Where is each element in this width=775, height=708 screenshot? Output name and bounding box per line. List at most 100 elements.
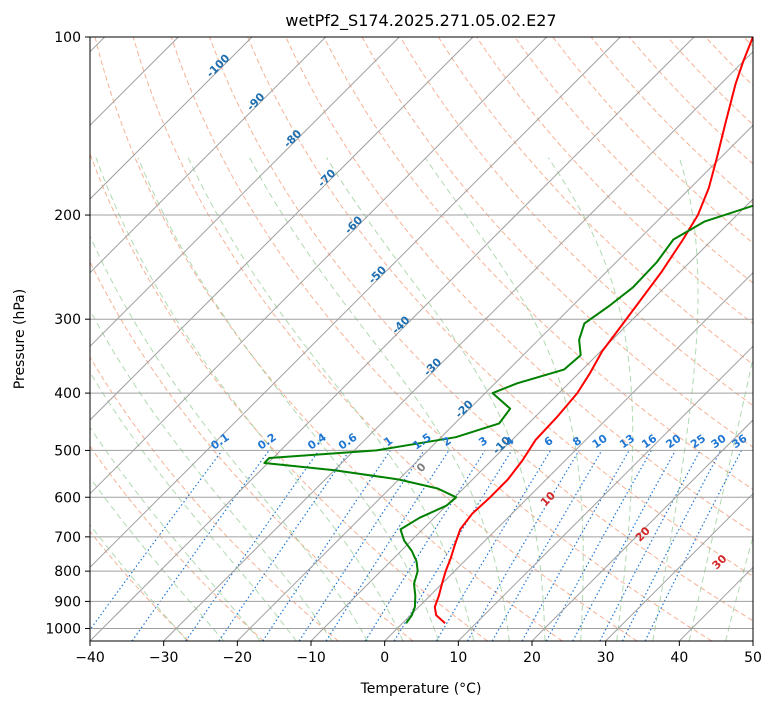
dry-adiabat (437, 37, 753, 365)
y-axis: 100 200 300 400 500 600 700 800 900 1000 (45, 30, 90, 637)
mixing-ratio-label: 16 (639, 432, 659, 452)
isotherm-line (384, 271, 753, 641)
x-tick-label: 20 (523, 650, 541, 666)
y-axis-label: Pressure (hPa) (12, 289, 28, 389)
isotherm-label: -30 (421, 355, 444, 378)
moist-adiabat-label: 10 (538, 489, 558, 509)
dry-adiabat (705, 37, 753, 87)
isotherm-line (236, 124, 753, 641)
mixing-ratio-line (90, 450, 223, 631)
x-tick-label: −20 (223, 650, 253, 666)
y-tick-label: 200 (54, 208, 81, 224)
x-tick-label: 30 (597, 650, 615, 666)
dry-adiabat (399, 37, 753, 407)
isotherm-line (90, 37, 474, 421)
mixing-ratio-line (572, 450, 677, 641)
dry-adiabat (323, 37, 753, 491)
moist-adiabat (688, 355, 753, 641)
x-tick-label: −30 (149, 650, 179, 666)
isotherm-line (678, 566, 753, 641)
moist-adiabat (725, 534, 753, 641)
y-tick-label: 800 (54, 564, 81, 580)
isotherm-label: -100 (204, 51, 233, 80)
x-tick-label: 40 (670, 650, 688, 666)
background-lines (90, 37, 753, 641)
x-axis: −40 −30 −20 −10 0 10 20 30 40 50 (75, 641, 762, 666)
dry-adiabat (90, 530, 190, 641)
isotherm-line (90, 37, 400, 348)
isotherm-label: -50 (366, 263, 389, 286)
mixing-ratio-label: 6 (542, 434, 556, 449)
mixing-ratio-line (185, 450, 320, 641)
mixing-ratio-line (545, 450, 652, 641)
mixing-ratio-line (521, 450, 630, 641)
moist-adiabat (90, 234, 369, 641)
mixing-ratio-line (644, 450, 743, 641)
dry-adiabat (170, 37, 712, 641)
dewpoint-profile (263, 204, 753, 624)
dry-adiabat (90, 445, 264, 641)
mixing-ratio-line (621, 450, 722, 641)
dry-adiabat (667, 37, 753, 126)
isotherm-line (90, 37, 253, 200)
mixing-ratio-label: 13 (617, 432, 637, 451)
dry-adiabat (90, 356, 339, 641)
dry-adiabat (209, 37, 753, 622)
dry-adiabat (90, 152, 488, 641)
isotherm-line (163, 50, 753, 641)
isotherm-line (90, 37, 621, 569)
isotherm-label: -90 (244, 90, 267, 113)
x-tick-label: −40 (75, 650, 105, 666)
dry-adiabat (743, 37, 753, 48)
chart-title: wetPf2_S174.2025.271.05.02.E27 (285, 11, 556, 31)
moist-adiabat (547, 157, 634, 641)
mixing-ratio-line (393, 450, 513, 641)
mixing-ratio-label: 10 (590, 432, 610, 452)
profiles (263, 37, 753, 625)
isotherm-line (457, 345, 753, 641)
dry-adiabat (90, 260, 414, 641)
isotherm-label: -80 (281, 127, 304, 150)
y-tick-label: 100 (54, 30, 81, 46)
mixing-ratio-label: 25 (688, 432, 708, 451)
mixing-ratio-label: 0.1 (208, 431, 231, 453)
mixing-ratio-line (435, 450, 552, 641)
y-tick-label: 300 (54, 312, 81, 328)
mixing-ratio-label: 20 (663, 432, 683, 452)
isotherm-line (605, 492, 753, 641)
moist-adiabat (424, 157, 584, 641)
moist-adiabat (90, 426, 261, 641)
mixing-ratio-line (218, 450, 351, 641)
plot-frame (89, 36, 754, 642)
moist-adiabat (652, 157, 699, 641)
isotherm-line (310, 198, 753, 641)
dry-adiabat (552, 37, 753, 244)
moist-adiabat (90, 476, 225, 641)
moist-adiabat (249, 157, 510, 641)
y-tick-label: 500 (54, 443, 81, 459)
dry-adiabat (247, 37, 753, 577)
moist-adiabat-label: 0 (414, 460, 429, 475)
temperature-profile (433, 37, 753, 625)
isotherm-label: -40 (389, 313, 412, 336)
x-axis-label: Temperature (°C) (360, 681, 482, 697)
isotherm-line (90, 37, 548, 495)
dry-adiabat (514, 37, 753, 284)
mixing-ratio-line (298, 450, 425, 641)
dry-adiabat (94, 37, 563, 641)
isotherm-line (90, 37, 695, 641)
isotherm-line (752, 640, 753, 641)
x-tick-label: 50 (744, 650, 762, 666)
mixing-ratio-label: 1.5 (410, 431, 433, 453)
moist-adiabat (90, 309, 333, 641)
mixing-ratio-label: 30 (709, 432, 729, 452)
mixing-ratio-label: 36 (729, 432, 749, 452)
mixing-ratio-label: 3 (476, 434, 490, 449)
y-tick-label: 400 (54, 386, 81, 402)
x-tick-label: −10 (296, 650, 326, 666)
moist-adiabat (90, 371, 297, 641)
dry-adiabat (132, 37, 638, 641)
grid (90, 37, 753, 641)
isotherm-line (90, 37, 327, 274)
isotherm-line (531, 419, 753, 641)
